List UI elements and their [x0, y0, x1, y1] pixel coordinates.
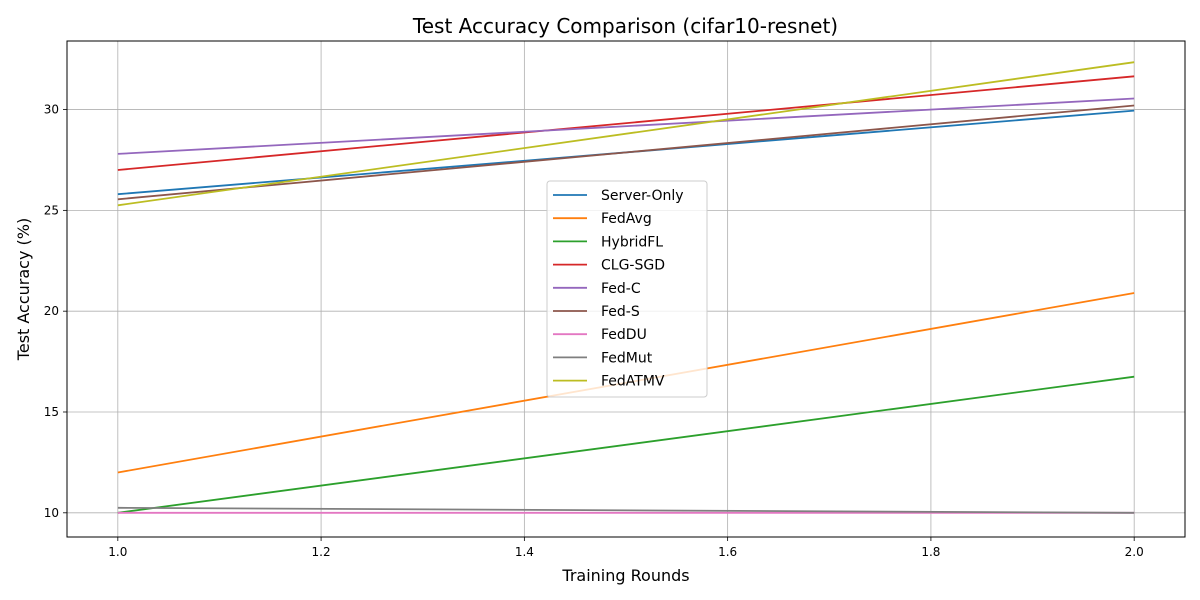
x-tick-label: 1.6: [718, 545, 737, 559]
series-line-clg-sgd: [117, 75, 1135, 171]
x-axis-ticks: 1.0 1.2 1.4 1.6 1.8 2.0: [108, 537, 1144, 559]
y-axis-label: Test Accuracy (%): [14, 218, 33, 361]
legend-label-fed-s: Fed-S: [601, 304, 640, 320]
series-line-fedmut: [117, 506, 1135, 514]
chart-title: Test Accuracy Comparison (cifar10-resnet…: [412, 14, 838, 38]
legend-label-clg-sgd: CLG-SGD: [601, 258, 665, 274]
legend: Server-Only FedAvg HybridFL CLG-SGD Fed-C Fed…: [546, 180, 708, 398]
legend-label-fed-c: Fed-C: [601, 281, 641, 297]
x-tick-label: 1.2: [312, 545, 331, 559]
series-line-fed-c: [117, 97, 1135, 155]
legend-label-fedatmv: FedATMV: [601, 374, 665, 390]
x-axis-label: Training Rounds: [561, 566, 689, 585]
legend-box: [546, 180, 708, 398]
plot-area-frame: [66, 40, 1186, 538]
y-tick-label: 30: [44, 103, 59, 117]
x-tick-label: 1.4: [515, 545, 534, 559]
series-line-fed-s: [117, 104, 1135, 201]
legend-label-hybridfl: HybridFL: [601, 234, 663, 250]
legend-label-server-only: Server-Only: [601, 188, 684, 204]
y-tick-label: 25: [44, 203, 59, 217]
series-line-fedatmv: [117, 61, 1135, 207]
y-axis-ticks: 10 15 20 25 30: [44, 103, 67, 520]
x-tick-label: 1.0: [108, 545, 127, 559]
y-tick-label: 10: [44, 506, 59, 520]
legend-label-fedmut: FedMut: [601, 350, 653, 366]
x-tick-label: 2.0: [1125, 545, 1144, 559]
legend-label-fedavg: FedAvg: [601, 211, 652, 227]
y-tick-label: 20: [44, 304, 59, 318]
x-tick-label: 1.8: [921, 545, 940, 559]
series-line-hybridfl: [117, 375, 1135, 514]
legend-label-feddu: FedDU: [601, 327, 647, 343]
y-tick-label: 15: [44, 405, 59, 419]
